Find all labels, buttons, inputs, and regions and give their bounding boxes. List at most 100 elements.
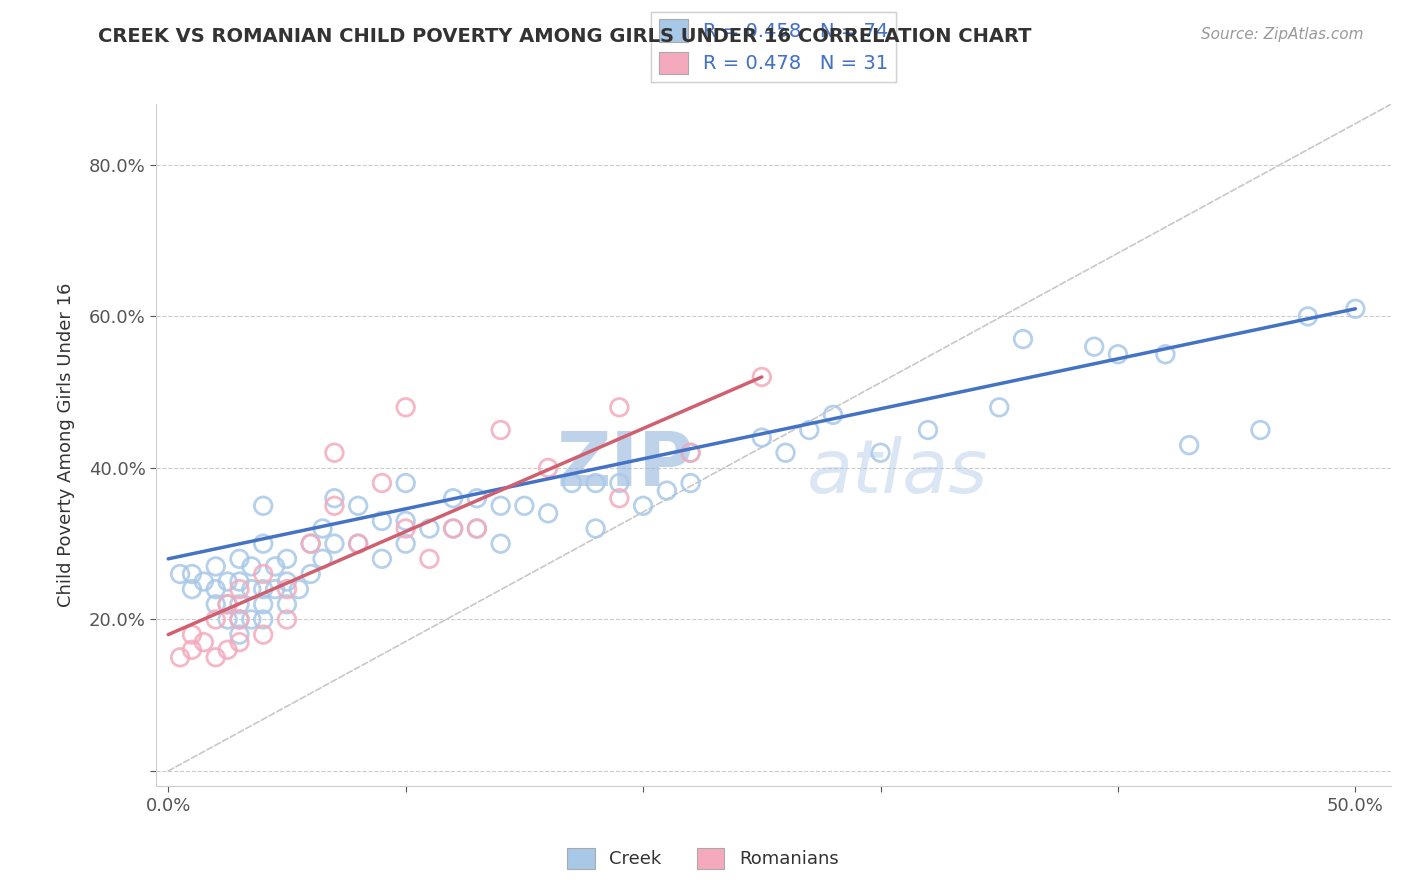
Point: [655, 483, 678, 498]
Point: [169, 650, 191, 665]
Point: [799, 423, 821, 437]
Legend: R = 0.458   N = 74, R = 0.478   N = 31: R = 0.458 N = 74, R = 0.478 N = 31: [651, 12, 897, 82]
Point: [679, 446, 702, 460]
Point: [217, 612, 239, 626]
Point: [299, 566, 322, 581]
Point: [609, 491, 631, 506]
Point: [585, 476, 607, 491]
Point: [323, 446, 346, 460]
Point: [311, 522, 333, 536]
Point: [465, 491, 488, 506]
Point: [869, 446, 891, 460]
Point: [371, 476, 394, 491]
Point: [217, 597, 239, 611]
Point: [181, 566, 204, 581]
Text: Source: ZipAtlas.com: Source: ZipAtlas.com: [1201, 27, 1364, 42]
Point: [204, 612, 226, 626]
Point: [347, 537, 370, 551]
Point: [561, 476, 583, 491]
Point: [217, 642, 239, 657]
Point: [228, 635, 250, 649]
Point: [395, 537, 418, 551]
Point: [228, 627, 250, 641]
Point: [418, 551, 440, 566]
Point: [395, 476, 418, 491]
Point: [276, 582, 298, 596]
Y-axis label: Child Poverty Among Girls Under 16: Child Poverty Among Girls Under 16: [58, 283, 75, 607]
Point: [276, 551, 298, 566]
Point: [204, 597, 226, 611]
Point: [264, 582, 287, 596]
Point: [775, 446, 797, 460]
Point: [252, 499, 274, 513]
Point: [441, 522, 464, 536]
Point: [323, 491, 346, 506]
Point: [371, 514, 394, 528]
Point: [821, 408, 844, 422]
Point: [288, 582, 311, 596]
Point: [252, 566, 274, 581]
Point: [276, 574, 298, 589]
Point: [489, 537, 512, 551]
Point: [252, 612, 274, 626]
Point: [228, 551, 250, 566]
Point: [1178, 438, 1201, 452]
Point: [299, 537, 322, 551]
Point: [276, 612, 298, 626]
Point: [988, 401, 1011, 415]
Point: [252, 582, 274, 596]
Point: [537, 461, 560, 475]
Point: [751, 431, 773, 445]
Point: [679, 476, 702, 491]
Point: [323, 499, 346, 513]
Point: [264, 559, 287, 574]
Point: [181, 582, 204, 596]
Point: [228, 612, 250, 626]
Point: [169, 566, 191, 581]
Point: [609, 401, 631, 415]
Point: [1249, 423, 1271, 437]
Point: [489, 423, 512, 437]
Point: [217, 574, 239, 589]
Point: [1107, 347, 1129, 361]
Point: [181, 627, 204, 641]
Point: [371, 551, 394, 566]
Point: [193, 574, 215, 589]
Point: [631, 499, 654, 513]
Point: [1296, 310, 1319, 324]
Point: [1154, 347, 1177, 361]
Point: [217, 597, 239, 611]
Text: ZIP: ZIP: [557, 429, 693, 502]
Point: [228, 612, 250, 626]
Point: [311, 551, 333, 566]
Point: [228, 574, 250, 589]
Point: [917, 423, 939, 437]
Point: [395, 514, 418, 528]
Point: [204, 650, 226, 665]
Point: [181, 642, 204, 657]
Point: [228, 582, 250, 596]
Point: [240, 559, 263, 574]
Point: [465, 522, 488, 536]
Point: [609, 476, 631, 491]
Point: [395, 522, 418, 536]
Point: [240, 612, 263, 626]
Text: CREEK VS ROMANIAN CHILD POVERTY AMONG GIRLS UNDER 16 CORRELATION CHART: CREEK VS ROMANIAN CHILD POVERTY AMONG GI…: [98, 27, 1032, 45]
Point: [441, 491, 464, 506]
Point: [323, 537, 346, 551]
Point: [585, 522, 607, 536]
Point: [418, 522, 440, 536]
Point: [679, 446, 702, 460]
Point: [240, 582, 263, 596]
Point: [1012, 332, 1035, 346]
Point: [751, 370, 773, 384]
Point: [299, 537, 322, 551]
Point: [513, 499, 536, 513]
Point: [1083, 340, 1105, 354]
Point: [1344, 301, 1367, 316]
Point: [204, 582, 226, 596]
Point: [252, 627, 274, 641]
Point: [347, 537, 370, 551]
Point: [276, 597, 298, 611]
Point: [395, 401, 418, 415]
